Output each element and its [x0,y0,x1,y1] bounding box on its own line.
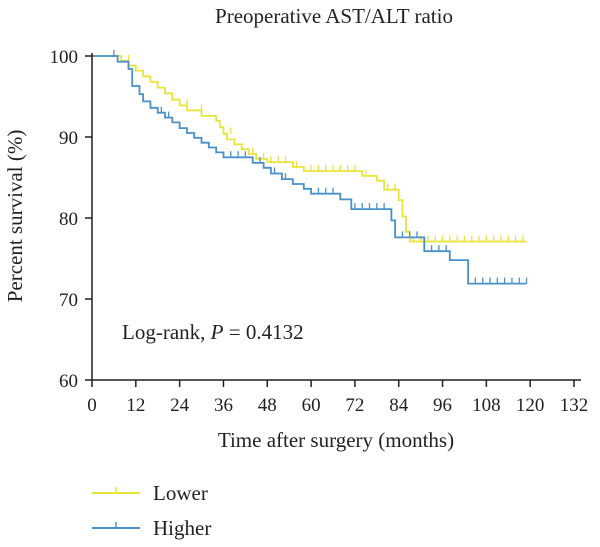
p-equals: = [223,320,245,344]
series-layer [92,50,528,285]
x-tick-label: 36 [214,395,233,416]
x-tick-label: 0 [87,395,97,416]
x-tick-label: 96 [433,395,452,416]
series-lower [92,54,527,243]
y-tick-label: 100 [50,47,79,68]
x-tick-label: 48 [258,395,277,416]
legend-item-lower: Lower [92,481,208,505]
survival-curve-higher [92,55,527,285]
legend: Lower Higher [92,481,211,540]
x-tick-label: 12 [126,395,145,416]
x-tick-label: 60 [302,395,321,416]
log-rank-prefix: Log-rank, [122,320,211,344]
x-axis-label: Time after surgery (months) [218,428,454,452]
y-axis-label: Percent survival (%) [3,130,27,303]
p-value: 0.4132 [246,320,304,344]
p-symbol: P [210,320,224,344]
y-tick-label: 90 [59,128,78,149]
x-tick-label: 132 [560,395,589,416]
series-higher [92,50,528,285]
y-tick-label: 60 [59,371,78,392]
x-tick-label: 120 [516,395,545,416]
legend-label-higher: Higher [153,516,211,540]
chart-title: Preoperative AST/ALT ratio [215,4,453,28]
survival-curve-lower [92,55,527,243]
plot-area: 60 70 80 90 100 0 12 24 36 48 60 72 84 96 108 120 132 [50,47,589,416]
legend-item-higher: Higher [92,516,211,540]
legend-label-lower: Lower [153,481,208,505]
x-tick-label: 84 [389,395,409,416]
log-rank-annotation: Log-rank, P = 0.4132 [122,320,304,344]
x-tick-label: 24 [170,395,190,416]
y-ticks: 60 70 80 90 100 [50,47,92,392]
y-tick-label: 70 [59,290,78,311]
x-tick-label: 72 [345,395,364,416]
y-tick-label: 80 [59,209,78,230]
x-tick-label: 108 [472,395,501,416]
x-ticks: 0 12 24 36 48 60 72 84 96 108 120 132 [87,380,588,416]
